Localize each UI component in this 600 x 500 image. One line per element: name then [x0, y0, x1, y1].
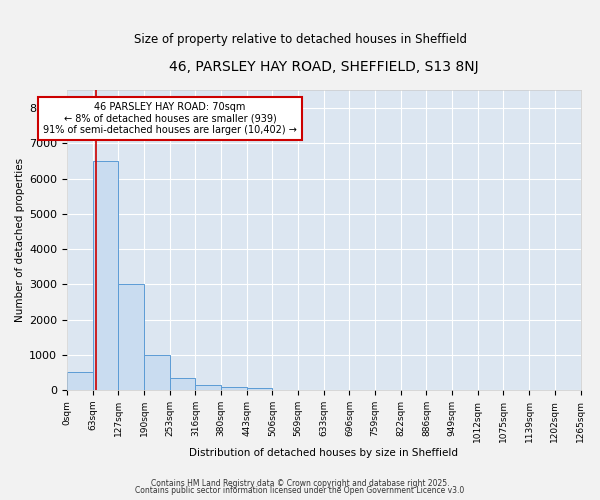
Bar	[67, 372, 92, 390]
Text: Contains HM Land Registry data © Crown copyright and database right 2025.: Contains HM Land Registry data © Crown c…	[151, 478, 449, 488]
Bar	[92, 161, 118, 390]
Bar	[196, 385, 221, 390]
Text: Contains public sector information licensed under the Open Government Licence v3: Contains public sector information licen…	[136, 486, 464, 495]
Text: Size of property relative to detached houses in Sheffield: Size of property relative to detached ho…	[133, 32, 467, 46]
Bar	[170, 378, 196, 390]
Y-axis label: Number of detached properties: Number of detached properties	[15, 158, 25, 322]
Bar	[118, 284, 144, 390]
Bar	[144, 355, 170, 390]
Bar	[221, 388, 247, 390]
Text: 46 PARSLEY HAY ROAD: 70sqm
← 8% of detached houses are smaller (939)
91% of semi: 46 PARSLEY HAY ROAD: 70sqm ← 8% of detac…	[43, 102, 297, 135]
Title: 46, PARSLEY HAY ROAD, SHEFFIELD, S13 8NJ: 46, PARSLEY HAY ROAD, SHEFFIELD, S13 8NJ	[169, 60, 479, 74]
X-axis label: Distribution of detached houses by size in Sheffield: Distribution of detached houses by size …	[189, 448, 458, 458]
Bar	[247, 388, 272, 390]
